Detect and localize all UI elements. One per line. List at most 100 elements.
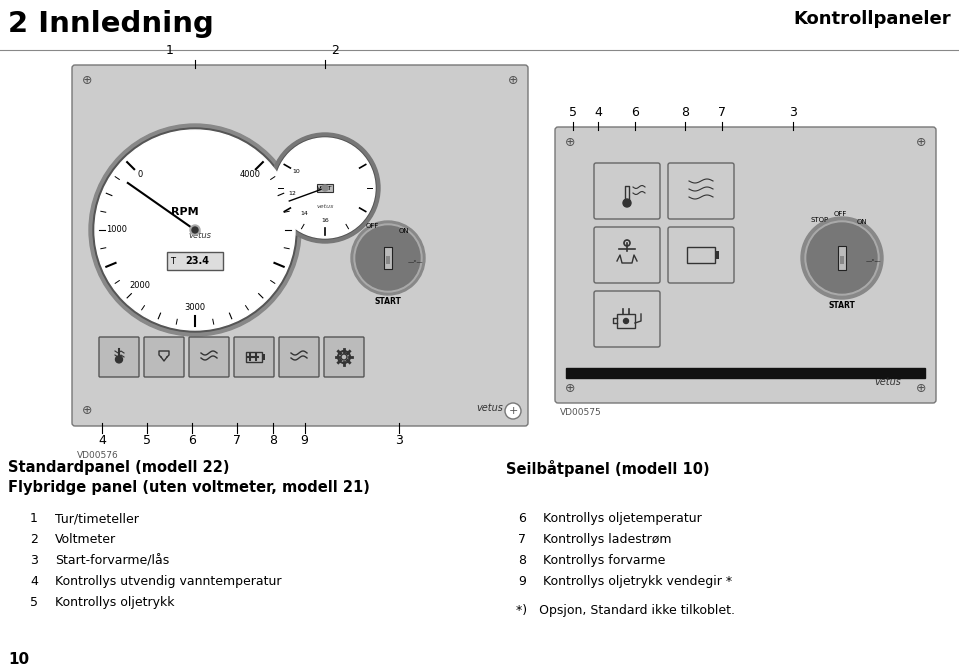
Text: —°—: —°— [866, 259, 882, 265]
Text: Kontrollpaneler: Kontrollpaneler [793, 10, 951, 28]
Bar [246, 352, 262, 362]
Text: 7: 7 [233, 435, 241, 448]
Text: Standardpanel (modell 22): Standardpanel (modell 22) [8, 460, 229, 475]
Circle shape [115, 356, 123, 363]
Text: 10: 10 [8, 653, 29, 667]
Circle shape [623, 199, 631, 207]
Text: 1: 1 [166, 44, 174, 56]
Text: ⊕: ⊕ [82, 73, 92, 87]
Text: ⊕: ⊕ [565, 136, 575, 149]
Text: 2: 2 [30, 533, 37, 546]
Circle shape [801, 217, 883, 299]
Text: 3: 3 [395, 435, 403, 448]
FancyBboxPatch shape [555, 127, 936, 403]
Text: OFF: OFF [365, 223, 379, 229]
Text: ⊕: ⊕ [507, 73, 518, 87]
Text: T: T [171, 257, 175, 265]
Text: Start-forvarme/lås: Start-forvarme/lås [55, 554, 169, 567]
Circle shape [192, 227, 198, 233]
Text: 5: 5 [143, 435, 151, 448]
Bar [566, 368, 925, 378]
Circle shape [351, 221, 425, 295]
Text: ⊕: ⊕ [507, 405, 518, 417]
Text: 14: 14 [300, 211, 308, 216]
Text: 6: 6 [518, 512, 526, 525]
Text: 1000: 1000 [106, 226, 128, 235]
Text: 6: 6 [631, 106, 639, 118]
Bar [687, 247, 715, 263]
Text: ⊕: ⊕ [916, 136, 926, 149]
Text: Kontrollys ladestrøm: Kontrollys ladestrøm [543, 533, 671, 546]
Text: 9: 9 [300, 435, 309, 448]
Circle shape [274, 137, 376, 239]
FancyBboxPatch shape [594, 291, 660, 347]
Text: RPM: RPM [172, 207, 199, 217]
Bar [838, 246, 846, 270]
Text: 2 Innledning: 2 Innledning [8, 10, 214, 38]
Text: +: + [508, 406, 518, 416]
Circle shape [505, 403, 521, 419]
Text: ⊕: ⊕ [565, 382, 575, 394]
Text: VOLT: VOLT [317, 185, 333, 190]
Bar [840, 256, 844, 264]
Circle shape [190, 225, 200, 235]
Text: 4000: 4000 [240, 170, 261, 179]
Text: 3: 3 [30, 554, 37, 567]
Circle shape [270, 133, 380, 243]
Circle shape [623, 319, 628, 323]
FancyBboxPatch shape [234, 337, 274, 377]
FancyBboxPatch shape [594, 227, 660, 283]
Text: —°—: —°— [409, 261, 424, 265]
Bar [715, 251, 719, 259]
Text: Voltmeter: Voltmeter [55, 533, 116, 546]
Text: Kontrollys oljetrykk: Kontrollys oljetrykk [55, 596, 175, 609]
FancyBboxPatch shape [72, 65, 528, 426]
Text: START: START [829, 302, 855, 310]
FancyBboxPatch shape [324, 337, 364, 377]
Bar [262, 354, 265, 360]
Text: Kontrollys oljetrykk vendegir *: Kontrollys oljetrykk vendegir * [543, 575, 732, 588]
Text: 3000: 3000 [184, 304, 205, 312]
Text: 7: 7 [718, 106, 726, 118]
Text: ON: ON [399, 228, 409, 234]
Text: vetus: vetus [477, 403, 503, 413]
FancyBboxPatch shape [668, 163, 734, 219]
Text: 8: 8 [269, 435, 277, 448]
Text: STOP: STOP [811, 217, 830, 223]
FancyBboxPatch shape [668, 227, 734, 283]
Circle shape [95, 130, 295, 330]
Bar [386, 256, 390, 264]
Circle shape [275, 138, 375, 238]
Text: Kontrollys forvarme: Kontrollys forvarme [543, 554, 666, 567]
Text: 2000: 2000 [129, 281, 151, 290]
Text: vetus: vetus [189, 230, 212, 239]
Text: 1: 1 [30, 512, 37, 525]
Text: 8: 8 [681, 106, 689, 118]
Text: VD00576: VD00576 [77, 451, 119, 460]
Text: 2: 2 [331, 44, 339, 56]
FancyBboxPatch shape [279, 337, 319, 377]
Text: 4: 4 [594, 106, 602, 118]
Circle shape [322, 185, 328, 191]
Text: Flybridge panel (uten voltmeter, modell 21): Flybridge panel (uten voltmeter, modell … [8, 480, 370, 495]
Text: 16: 16 [321, 218, 329, 224]
Text: 12: 12 [289, 192, 296, 196]
Text: 5: 5 [30, 596, 38, 609]
Text: 3: 3 [789, 106, 797, 118]
Text: 6: 6 [188, 435, 196, 448]
Text: ON: ON [856, 219, 867, 225]
Circle shape [89, 124, 301, 336]
Text: Kontrollys oljetemperatur: Kontrollys oljetemperatur [543, 512, 702, 525]
FancyBboxPatch shape [594, 163, 660, 219]
Text: START: START [375, 296, 402, 306]
Text: 4: 4 [98, 435, 105, 448]
Text: vetus: vetus [875, 377, 901, 387]
Text: ⊕: ⊕ [82, 405, 92, 417]
Circle shape [356, 226, 420, 290]
Text: ⊕: ⊕ [916, 382, 926, 394]
Text: 10: 10 [292, 169, 300, 174]
Text: VD00575: VD00575 [560, 408, 601, 417]
Text: 7: 7 [518, 533, 526, 546]
Text: Seilbåtpanel (modell 10): Seilbåtpanel (modell 10) [506, 460, 710, 477]
Circle shape [805, 221, 879, 295]
